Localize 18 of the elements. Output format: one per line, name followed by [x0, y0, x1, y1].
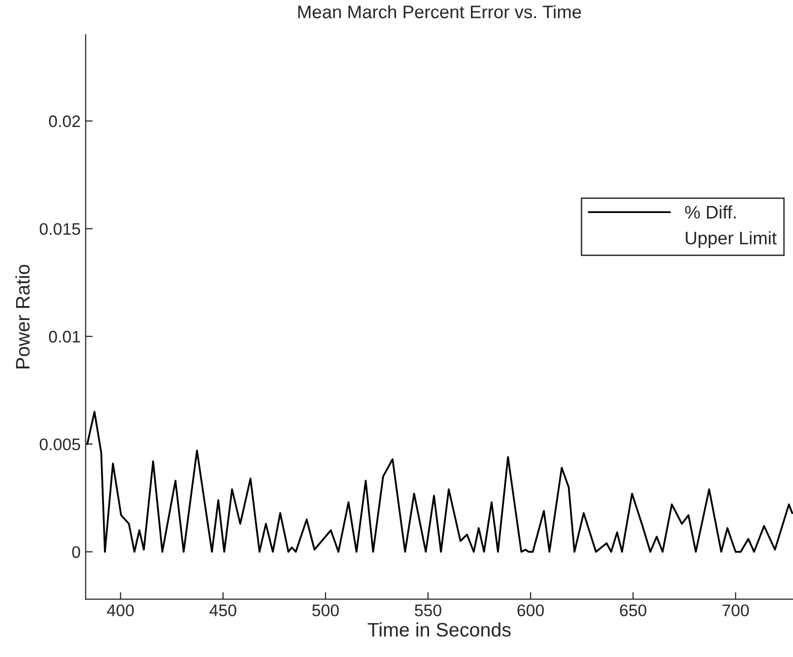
x-tick-label: 700: [722, 604, 749, 616]
chart-title: Mean March Percent Error vs. Time: [298, 5, 582, 18]
line-series: [86, 410, 793, 553]
y-tick-label: 0.015: [40, 223, 80, 235]
legend-label: % Diff.: [685, 205, 736, 219]
x-tick-label: 650: [620, 604, 646, 616]
y-axis-title: Power Ratio: [15, 264, 30, 368]
y-tick-label: 0.005: [40, 438, 80, 450]
y-tick-label: 0.02: [49, 115, 80, 128]
y-tick-label: 0.01: [49, 330, 80, 343]
x-tick-label: 600: [518, 604, 544, 616]
x-axis-title: Time in Seconds: [368, 622, 511, 637]
x-tick-label: 550: [414, 604, 442, 616]
y-tick-label: 0: [72, 546, 80, 558]
text: Upper Limit: [686, 231, 777, 248]
x-tick-label: 400: [106, 604, 134, 616]
x-tick-label: 500: [312, 604, 339, 616]
x-tick-label: 450: [209, 604, 236, 616]
